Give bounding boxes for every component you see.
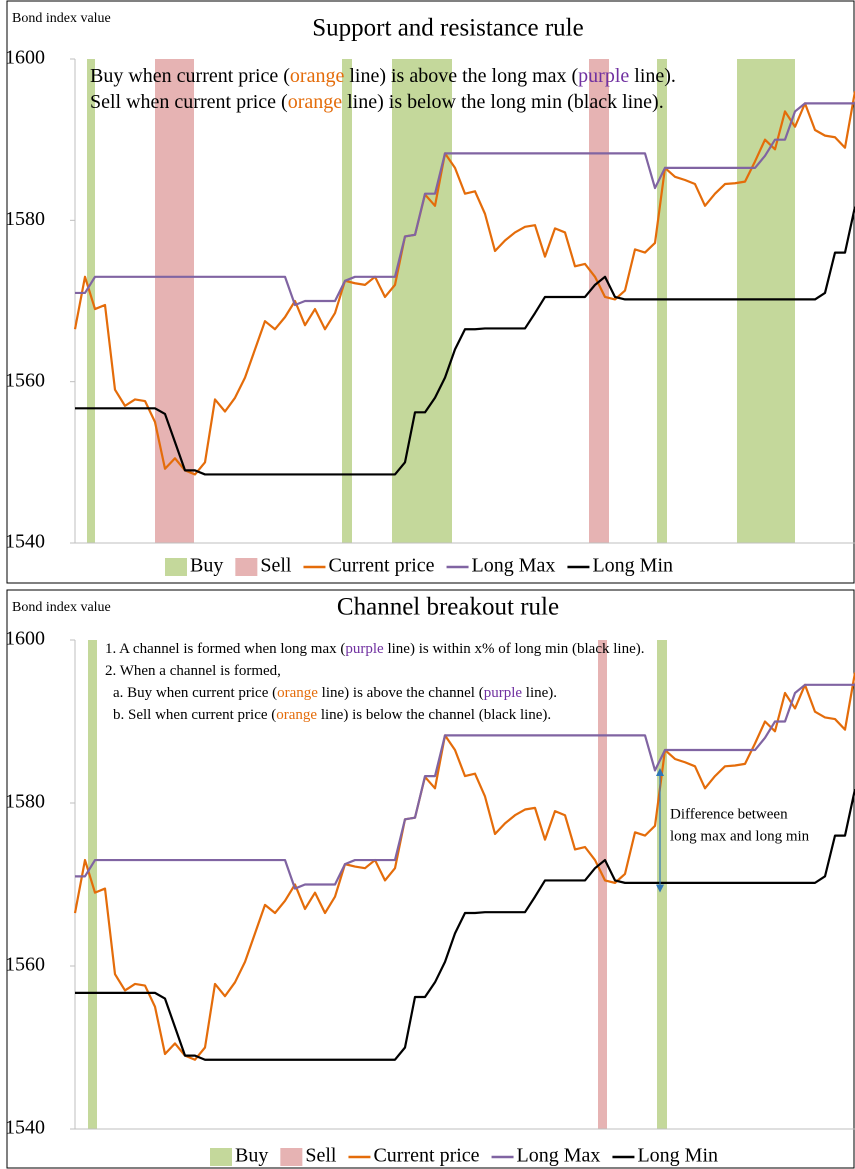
legend-label: Sell <box>260 555 292 577</box>
chart-frame <box>6 589 855 1169</box>
y-tick-label: 1560 <box>5 369 45 391</box>
y-tick-label: 1540 <box>5 531 45 553</box>
note-text: Difference between <box>670 807 788 823</box>
y-tick-label: 1600 <box>5 628 45 650</box>
annotation-text: purple <box>345 641 384 657</box>
annotation-line: 2. When a channel is formed, <box>105 663 281 679</box>
annotation-text: orange <box>288 91 343 113</box>
signal-band <box>392 59 452 543</box>
signal-band <box>657 59 667 543</box>
legend-label: Long Max <box>472 555 556 577</box>
annotation-text: purple <box>578 65 629 87</box>
annotation-text: orange <box>290 65 345 87</box>
annotation-text: 1. A channel is formed when long max ( <box>105 641 345 657</box>
legend-swatch <box>165 558 187 576</box>
chart-title: Support and resistance rule <box>312 15 583 42</box>
annotation-line: 1. A channel is formed when long max (pu… <box>105 641 645 657</box>
signal-band <box>342 59 352 543</box>
y-tick-label: 1580 <box>5 791 45 813</box>
annotation-text: line) is above the channel ( <box>318 685 484 701</box>
legend-swatch <box>235 558 258 576</box>
legend-label: Buy <box>190 555 223 577</box>
y-axis-label: Bond index value <box>12 600 111 615</box>
annotation-text: purple <box>484 685 523 701</box>
annotation-text: line) is below the channel (black line). <box>317 707 551 723</box>
annotation-text: Sell when current price ( <box>90 91 288 113</box>
annotation-text: 2. When a channel is formed, <box>105 663 281 679</box>
annotation-line: Buy when current price (orange line) is … <box>90 65 676 87</box>
annotation-line: b. Sell when current price (orange line)… <box>113 707 551 723</box>
annotation-text: line) is below the long min (black line)… <box>342 91 664 113</box>
y-tick-label: 1600 <box>5 47 45 69</box>
series-line <box>73 91 855 476</box>
annotation-text: orange <box>277 685 318 701</box>
series-line <box>75 102 855 307</box>
legend-label: Current price <box>373 1145 479 1167</box>
series-line <box>75 683 855 890</box>
annotation-text: b. Sell when current price ( <box>113 707 276 723</box>
legend-swatch <box>280 1148 303 1166</box>
y-tick-label: 1540 <box>5 1117 45 1139</box>
signal-band <box>657 640 667 1129</box>
series-line <box>73 672 855 1061</box>
legend-label: Sell <box>305 1145 337 1167</box>
legend-label: Long Min <box>637 1145 718 1167</box>
annotation-text: line). <box>522 685 557 701</box>
legend-swatch <box>210 1148 232 1166</box>
legend-label: Long Min <box>592 555 673 577</box>
legend-label: Current price <box>328 555 434 577</box>
chart-frame <box>6 0 855 584</box>
legend-label: Buy <box>235 1145 268 1167</box>
series-line <box>75 206 855 476</box>
annotation-line: Sell when current price (orange line) is… <box>90 91 664 113</box>
signal-band <box>87 59 95 543</box>
chart-title: Channel breakout rule <box>337 594 559 621</box>
y-axis-label: Bond index value <box>12 11 111 26</box>
annotation-line: a. Buy when current price (orange line) … <box>113 685 557 701</box>
series-line <box>75 788 855 1061</box>
annotation-text: a. Buy when current price ( <box>113 685 277 701</box>
annotation-text: line). <box>629 65 676 87</box>
signal-band <box>155 59 194 543</box>
annotation-text: line) is within x% of long min (black li… <box>384 641 645 657</box>
annotation-text: Buy when current price ( <box>90 65 290 87</box>
annotation-text: line) is above the long max ( <box>344 65 578 87</box>
legend-label: Long Max <box>517 1145 601 1167</box>
signal-band <box>737 59 795 543</box>
note-text: long max and long min <box>670 829 810 845</box>
signal-band <box>598 640 607 1129</box>
signal-band <box>589 59 609 543</box>
y-tick-label: 1560 <box>5 954 45 976</box>
y-tick-label: 1580 <box>5 208 45 230</box>
annotation-text: orange <box>276 707 317 723</box>
